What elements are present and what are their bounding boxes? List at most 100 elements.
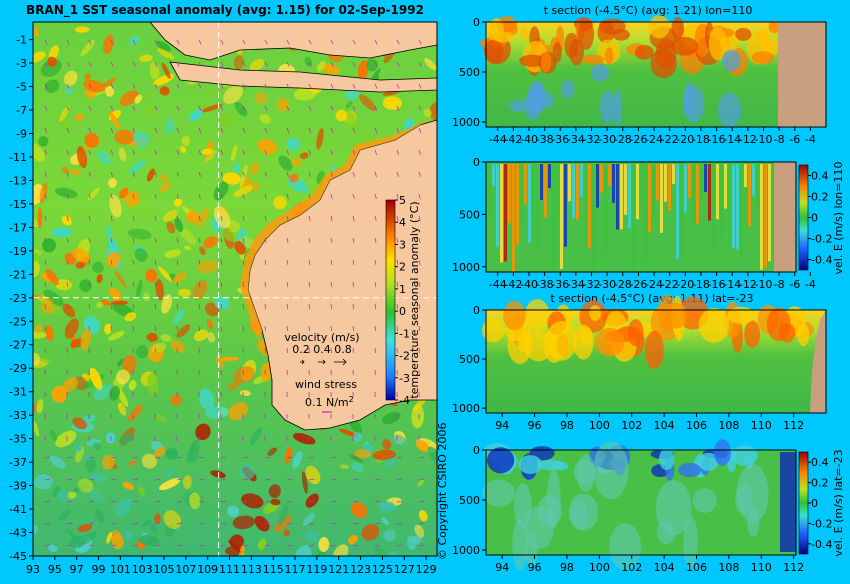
- sst-colorbar-tick-label: 1: [399, 283, 406, 296]
- map-y-tick-label: -23: [9, 292, 27, 305]
- wind-legend-title: wind stress: [295, 378, 357, 391]
- tsection-lon-cool-patch: [591, 64, 609, 82]
- map-x-tick-label: 107: [175, 563, 196, 576]
- vel-lon-stripe: [632, 164, 635, 269]
- vel-lon-stripe: [624, 164, 627, 215]
- vel-lon-stripe: [740, 164, 743, 258]
- tsection-lat-x-tick-label: 98: [560, 419, 574, 432]
- vel-lon-stripe: [716, 164, 719, 219]
- map-y-tick-label: -27: [9, 339, 27, 352]
- tsection-lon-y-tick-label: 500: [459, 66, 480, 79]
- tsection-lon-warm-patch: [612, 29, 629, 41]
- tsection-lat-x-tick-label: 104: [654, 419, 675, 432]
- sst-colorbar-tick-label: 4: [399, 216, 406, 229]
- map-y-tick-label: -15: [9, 198, 27, 211]
- vel-lat-x-tick-label: 102: [621, 561, 642, 574]
- tsection-lon-land: [778, 22, 826, 127]
- tsection-lon-cool-patch: [561, 80, 575, 98]
- vel-lon-stripe: [492, 164, 495, 186]
- vel-lon-colorbar-tick-label: 0.2: [811, 191, 829, 204]
- tsection-lat-x-tick-label: 94: [495, 419, 509, 432]
- map-x-tick-label: 127: [394, 563, 415, 576]
- vel-lat-cool-patch: [518, 455, 542, 474]
- vel-lon-stripe: [556, 164, 559, 213]
- tsection-lat-warm-patch: [779, 324, 795, 343]
- vel-lon-colorbar-tick-label: -0.2: [811, 233, 832, 246]
- vel-lon-x-axis: -44-42-40-38-36-34-32-30-28-26-24-22-20-…: [489, 272, 816, 291]
- tsection-lon-warm-patch: [671, 17, 684, 39]
- vel-lon-stripe: [676, 164, 679, 259]
- map-x-tick-label: 103: [132, 563, 153, 576]
- tsection-lon-warm-patch: [484, 40, 503, 64]
- map-y-tick-label: -13: [9, 174, 27, 187]
- vel-lon-x-tick-label: -4: [805, 278, 816, 291]
- tsection-lat-x-tick-label: 108: [718, 419, 739, 432]
- wind-stress-arrow: [375, 326, 376, 331]
- vel-lon-stripe: [620, 164, 623, 229]
- vel-lon-stripe: [524, 164, 527, 205]
- tsection-lon-x-tick-label: -8: [774, 133, 785, 146]
- vel-lon-land: [774, 162, 796, 272]
- tsection-lat-warm-patch: [744, 320, 760, 347]
- vel-lat-mixed-patch: [737, 464, 769, 523]
- map-y-tick-label: -11: [9, 151, 27, 164]
- vel-lat-cool-patch: [659, 448, 674, 470]
- vel-lat-y-tick-label: 500: [459, 494, 480, 507]
- map-y-tick-label: -33: [9, 409, 27, 422]
- vel-lat-y-tick-label: 0: [473, 444, 480, 457]
- vel-lat-x-tick-label: 112: [783, 561, 804, 574]
- vel-lat-colorbar-tick-label: -0.2: [811, 517, 832, 530]
- sst-colorbar-tick-label: 0: [399, 305, 406, 318]
- map-x-tick-label: 115: [263, 563, 284, 576]
- tsection-lon-x-tick-label: -4: [805, 133, 816, 146]
- vel-lon-x-tick-label: -8: [774, 278, 785, 291]
- vel-lat-cool-patch: [553, 462, 568, 471]
- vel-lon-stripe: [708, 164, 711, 221]
- tsection-lat-x-tick-label: 106: [686, 419, 707, 432]
- vel-lon-stripe: [580, 164, 583, 197]
- vel-lon-stripe: [548, 164, 551, 188]
- vel-lon-stripe: [596, 164, 599, 208]
- wind-legend-value: 0.1 N/m2: [305, 395, 354, 409]
- vel-lon-stripe: [496, 164, 499, 247]
- vel-lon-stripe: [500, 164, 503, 262]
- vel-lat-colorbar-ticks: 0.40.20-0.2-0.4: [808, 456, 832, 551]
- tsection-lat-x-tick-label: 110: [751, 419, 772, 432]
- vel-lat-mixed-patch: [538, 495, 562, 527]
- vel-lon-stripe: [560, 164, 563, 269]
- vel-lon-stripe: [572, 164, 575, 218]
- tsection-lat-x-tick-label: 112: [783, 419, 804, 432]
- vel-lon-stripe: [736, 164, 739, 250]
- vel-lon-y-tick-label: 1000: [452, 261, 480, 274]
- vel-lon-stripe: [704, 164, 707, 192]
- tsection-lat-warm-patch: [503, 301, 526, 330]
- tsection-lat-title: t section (-4.5°C) (avg: 1.11) lat=-23: [551, 292, 754, 305]
- vel-lon-stripe: [680, 164, 683, 260]
- vel-lon-x-tick-label: -10: [754, 278, 772, 291]
- vel-lat-colorbar-tick-label: 0.4: [811, 456, 829, 469]
- tsection-lon-cool-patch: [527, 95, 543, 114]
- wind-stress-arrow: [265, 326, 266, 331]
- map-x-tick-label: 113: [241, 563, 262, 576]
- vel-lon-stripe: [692, 164, 695, 228]
- vel-lat-cool-patch: [678, 463, 701, 477]
- tsection-lat-warm-patch: [798, 323, 809, 346]
- tsection-lat-warm-patch: [580, 328, 593, 346]
- vel-lon-stripe: [612, 164, 615, 203]
- vel-lon-stripe: [540, 164, 543, 200]
- tsection-lat-warm-patch: [727, 307, 755, 324]
- vel-lat-cool-patch: [487, 447, 514, 473]
- tsection-lat-x-tick-label: 96: [528, 419, 542, 432]
- tsection-lon-y-tick-label: 1000: [452, 116, 480, 129]
- sst-colorbar-tick-label: 3: [399, 238, 406, 251]
- wind-stress-arrow: [67, 326, 68, 331]
- wind-stress-arrow: [243, 326, 244, 331]
- vel-lon-stripe: [656, 164, 659, 200]
- tsection-lat-y-tick-label: 0: [473, 304, 480, 317]
- vel-lat-mixed-patch: [693, 488, 717, 513]
- tsection-lon-warm-patch: [541, 51, 551, 72]
- tsection-lon-x-tick-label: -10: [754, 133, 772, 146]
